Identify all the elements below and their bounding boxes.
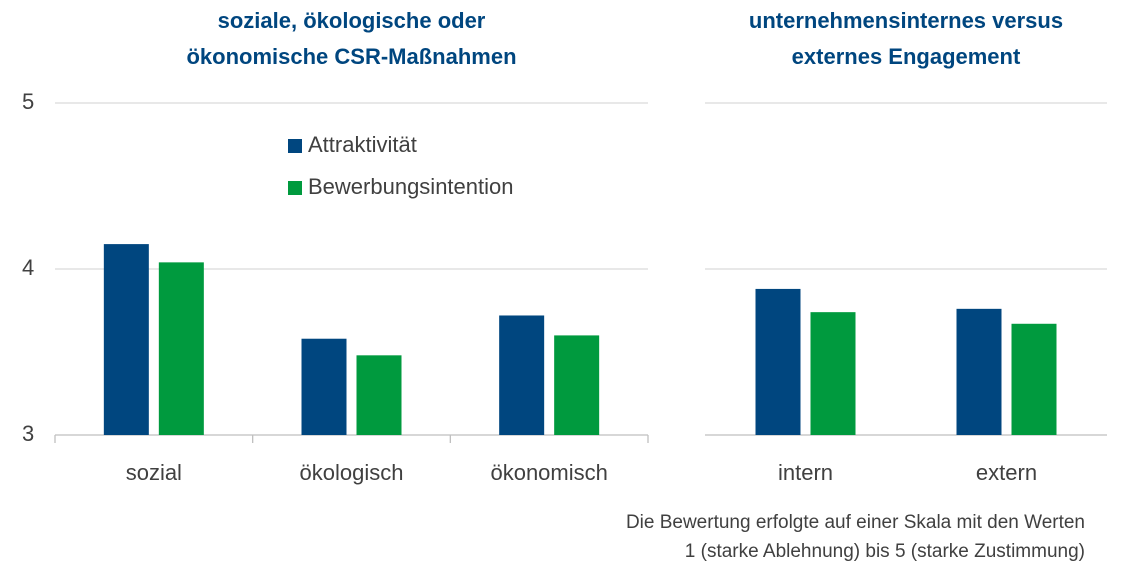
bar (554, 335, 600, 435)
x-tick-label: intern (778, 460, 833, 485)
bar (158, 262, 204, 435)
bar (499, 315, 545, 435)
footnote: Die Bewertung erfolgte auf einer Skala m… (626, 512, 1085, 533)
bar (1011, 323, 1057, 435)
legend-label: Attraktivität (308, 132, 417, 157)
bar (301, 338, 347, 435)
legend-label: Bewerbungsintention (308, 174, 513, 199)
bar (810, 312, 856, 435)
legend-swatch (288, 139, 302, 153)
y-tick-label: 5 (22, 89, 34, 114)
x-tick-label: extern (976, 460, 1037, 485)
bar (103, 244, 149, 435)
chart-title: soziale, ökologische oder (218, 8, 486, 33)
bar (356, 355, 402, 435)
y-tick-label: 4 (22, 255, 34, 280)
x-tick-label: ökologisch (300, 460, 404, 485)
x-tick-label: ökonomisch (490, 460, 607, 485)
chart-title: ökonomische CSR-Maßnahmen (186, 44, 516, 69)
footnote: 1 (starke Ablehnung) bis 5 (starke Zusti… (685, 541, 1085, 562)
bar (956, 308, 1002, 435)
legend-swatch (288, 181, 302, 195)
y-tick-label: 3 (22, 421, 34, 446)
bar (755, 288, 801, 435)
x-tick-label: sozial (126, 460, 182, 485)
chart-title: externes Engagement (792, 44, 1021, 69)
chart-title: unternehmensinternes versus (749, 8, 1063, 33)
